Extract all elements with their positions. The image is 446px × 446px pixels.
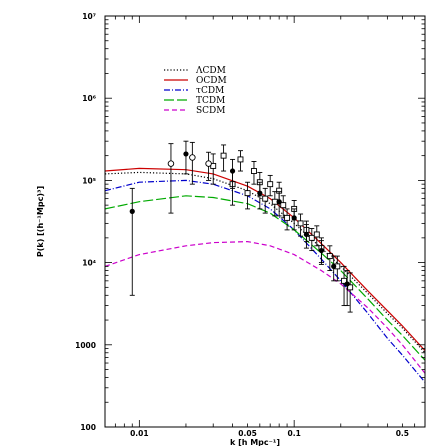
data-point-square — [220, 152, 227, 159]
data-point-square — [347, 284, 354, 291]
y-tick-label: 100 — [80, 423, 96, 432]
data-point-filled — [291, 215, 297, 221]
data-point-square — [280, 202, 287, 209]
x-axis-label: k [h Mpc⁻¹] — [230, 438, 280, 446]
legend-label: τCDM — [196, 86, 224, 96]
legend-label: SCDM — [196, 106, 225, 116]
y-axis-label: P(k) [(h⁻¹Mpc)³] — [36, 186, 45, 257]
x-tick-label: 0.05 — [238, 429, 257, 438]
data-point-square — [284, 214, 291, 221]
x-tick-label: 0.5 — [396, 429, 409, 438]
legend-label: ΛCDM — [195, 66, 226, 76]
data-point-filled — [183, 151, 189, 157]
series-line-4 — [105, 240, 425, 374]
data-point-filled — [257, 190, 263, 196]
x-tick-label: 0.01 — [130, 429, 149, 438]
data-point-square — [313, 231, 320, 238]
data-point-square — [308, 234, 315, 241]
data-point-filled — [318, 247, 325, 254]
data-point-filled — [276, 199, 282, 205]
data-point-filled — [331, 263, 337, 269]
data-point-open — [189, 154, 196, 161]
data-point-open — [205, 160, 212, 167]
y-tick-label: 1000 — [75, 341, 96, 350]
plot-area — [105, 140, 425, 383]
data-point-open — [167, 160, 175, 167]
data-point-square — [341, 277, 347, 284]
legend-label: TCDM — [196, 96, 225, 106]
plot-frame — [104, 15, 426, 428]
plot-layer — [105, 140, 425, 383]
data-point-filled — [129, 208, 135, 214]
data-point-filled — [344, 281, 350, 287]
data-point-square — [244, 190, 251, 197]
data-point-square — [297, 220, 304, 227]
legend-label: OCDM — [196, 76, 227, 86]
y-tick-label: 10⁷ — [82, 12, 96, 21]
axes: 100 1000 10⁴ 10⁵ 10⁶ 10⁷ 0.01 0.05 0.1 0.5 k [h Mp… — [36, 12, 426, 446]
data-point-square — [262, 195, 269, 202]
y-tick-label: 10⁴ — [82, 259, 96, 268]
x-tick-label: 0.1 — [288, 429, 301, 438]
data-point-square — [237, 156, 244, 163]
y-tick-label: 10⁶ — [82, 94, 96, 103]
data-point-filled — [303, 231, 310, 238]
data-point-square — [267, 181, 274, 188]
data-point-square — [251, 168, 257, 174]
data-point-filled — [229, 168, 236, 174]
y-tick-label: 10⁵ — [82, 176, 96, 185]
